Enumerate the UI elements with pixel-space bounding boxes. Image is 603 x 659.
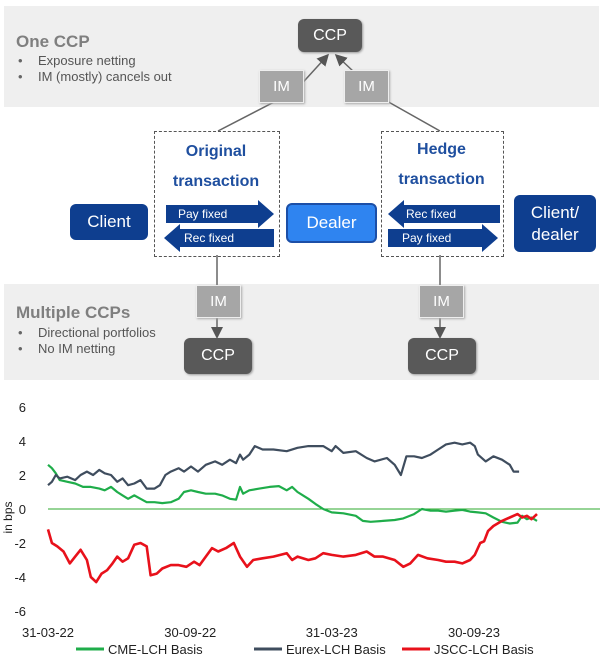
top-ccp-box: CCP bbox=[298, 19, 362, 52]
x-tick-label: 30-09-22 bbox=[164, 625, 216, 640]
legend-label: Eurex-LCH Basis bbox=[286, 642, 386, 657]
x-tick-label: 31-03-23 bbox=[306, 625, 358, 640]
hedge-transaction-line: Hedge bbox=[417, 141, 466, 158]
connector-line bbox=[334, 53, 355, 73]
multiple-ccps-bullet: No IM netting bbox=[18, 341, 156, 357]
connector-line bbox=[384, 99, 441, 132]
x-tick-label: 30-09-23 bbox=[448, 625, 500, 640]
one-ccp-bullet: IM (mostly) cancels out bbox=[18, 69, 172, 85]
im-box: IM bbox=[259, 70, 304, 103]
im-box: IM bbox=[196, 285, 241, 318]
series-line bbox=[46, 512, 538, 584]
client-dealer-box: Client/ dealer bbox=[514, 195, 596, 252]
pay-fixed-arrow bbox=[166, 200, 274, 228]
y-axis-label: in bps bbox=[1, 501, 15, 533]
y-tick-label: -2 bbox=[14, 536, 26, 551]
series-line bbox=[47, 441, 520, 490]
original-transaction-line: Original bbox=[185, 143, 247, 160]
y-tick-label: 4 bbox=[19, 434, 26, 449]
bottom-ccp-box: CCP bbox=[408, 338, 476, 374]
y-tick-label: 6 bbox=[19, 400, 26, 415]
client-box: Client bbox=[70, 204, 148, 240]
multiple-ccps-title: Multiple CCPs bbox=[16, 303, 131, 322]
legend-label: JSCC-LCH Basis bbox=[434, 642, 534, 657]
one-ccp-bullet: Exposure netting bbox=[18, 53, 172, 69]
y-tick-label: 0 bbox=[19, 502, 26, 517]
multiple-ccps-bullets: Directional portfolios No IM netting bbox=[18, 325, 156, 357]
im-box: IM bbox=[344, 70, 389, 103]
y-tick-label: -6 bbox=[14, 604, 26, 619]
hedge-transaction-box bbox=[381, 131, 504, 257]
hedge-transaction-line: transaction bbox=[398, 171, 485, 188]
original-transaction-line: transaction bbox=[172, 173, 260, 190]
connector-line bbox=[217, 99, 279, 132]
y-tick-label: 2 bbox=[19, 468, 26, 483]
rec-fixed-arrow bbox=[388, 200, 500, 228]
legend-label: CME-LCH Basis bbox=[108, 642, 203, 657]
rec-fixed-arrow bbox=[164, 224, 274, 252]
series-line bbox=[47, 463, 538, 525]
x-tick-label: 31-03-22 bbox=[22, 625, 74, 640]
hedge-transaction-title: Hedge transaction bbox=[381, 135, 502, 195]
y-tick-label: -4 bbox=[14, 570, 26, 585]
pay-fixed-arrow bbox=[388, 224, 498, 252]
one-ccp-bullets: Exposure netting IM (mostly) cancels out bbox=[18, 53, 172, 85]
bottom-ccp-box: CCP bbox=[184, 338, 252, 374]
diagram-connectors bbox=[164, 53, 500, 339]
multiple-ccps-bullet: Directional portfolios bbox=[18, 325, 156, 341]
dealer-box: Dealer bbox=[286, 203, 377, 243]
original-transaction-title: Original transaction bbox=[154, 137, 278, 197]
one-ccp-title: One CCP bbox=[16, 32, 90, 51]
original-transaction-box bbox=[154, 131, 280, 257]
im-box: IM bbox=[419, 285, 464, 318]
